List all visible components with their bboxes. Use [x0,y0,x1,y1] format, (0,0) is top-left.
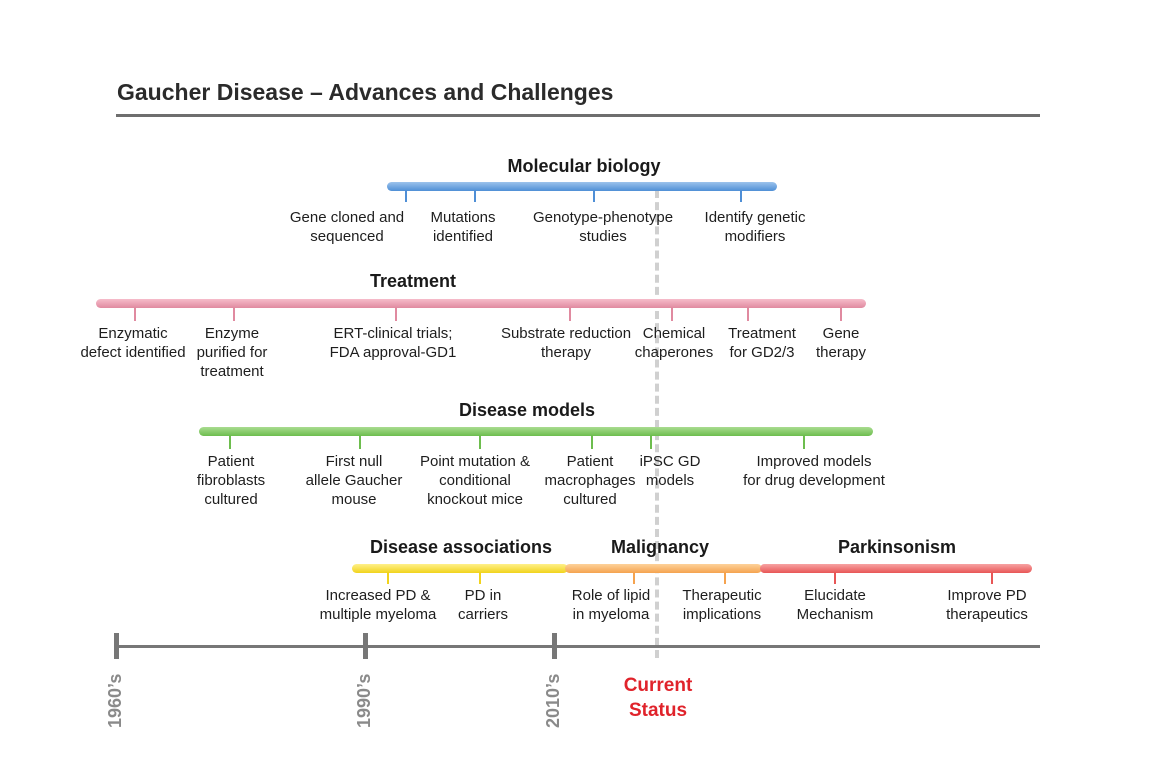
parkinsonism-item: Elucidate Mechanism [796,587,874,623]
malignancy-heading: Malignancy [610,537,710,557]
treatment-heading: Treatment [369,271,457,291]
models-tick [229,435,231,449]
molecular-item: Mutations identified [430,209,496,245]
treatment-tick [569,307,571,321]
treatment-item: Substrate reduction therapy [500,325,632,361]
treatment-bar [96,299,866,308]
molecular-item: Identify genetic modifiers [704,209,806,245]
models-item: Patient macrophages cultured [544,453,636,508]
parkinsonism-tick [834,572,836,584]
malignancy-bar [565,564,762,573]
axis-tick [363,633,368,659]
title-divider [116,114,1040,117]
models-item: iPSC GD models [639,453,701,489]
models-item: Patient fibroblasts cultured [196,453,266,508]
axis-tick [552,633,557,659]
treatment-tick [134,307,136,321]
treatment-tick [671,307,673,321]
treatment-tick [747,307,749,321]
current-status-line [655,190,659,658]
associations-tick [387,572,389,584]
decade-label: 2010’s [543,673,563,728]
disease-models-bar [199,427,873,436]
treatment-item: ERT-clinical trials; FDA approval-GD1 [329,325,457,361]
molecular-tick [740,190,742,202]
parkinsonism-tick [991,572,993,584]
malignancy-tick [724,572,726,584]
treatment-item: Enzyme purified for treatment [196,325,268,380]
treatment-tick [840,307,842,321]
current-status-label: Current Status [623,675,693,721]
associations-item: PD in carriers [457,587,509,623]
decade-label: 1960’s [105,673,125,728]
models-item: First null allele Gaucher mouse [305,453,403,508]
treatment-item: Treatment for GD2/3 [728,325,796,361]
models-tick [803,435,805,449]
models-tick [479,435,481,449]
malignancy-tick [633,572,635,584]
page-title: Gaucher Disease – Advances and Challenge… [117,79,614,105]
disease-models-heading: Disease models [458,400,596,420]
models-tick [650,435,652,449]
associations-tick [479,572,481,584]
treatment-item: Gene therapy [815,325,867,361]
models-tick [591,435,593,449]
malignancy-item: Role of lipid in myeloma [571,587,651,623]
treatment-tick [233,307,235,321]
treatment-tick [395,307,397,321]
associations-item: Increased PD & multiple myeloma [319,587,437,623]
models-item: Point mutation & conditional knockout mice [419,453,531,508]
molecular-biology-bar [387,182,777,191]
parkinsonism-bar [760,564,1032,573]
models-item: Improved models for drug development [743,453,885,489]
parkinsonism-heading: Parkinsonism [837,537,957,557]
molecular-item: Gene cloned and sequenced [289,209,405,245]
molecular-tick [474,190,476,202]
molecular-tick [405,190,407,202]
treatment-item: Chemical chaperones [634,325,714,361]
time-axis [116,645,1040,648]
decade-label: 1990’s [354,673,374,728]
molecular-biology-heading: Molecular biology [507,156,661,176]
molecular-tick [593,190,595,202]
parkinsonism-item: Improve PD therapeutics [946,587,1028,623]
models-tick [359,435,361,449]
disease-associations-bar [352,564,568,573]
axis-tick [114,633,119,659]
malignancy-item: Therapeutic implications [682,587,762,623]
treatment-item: Enzymatic defect identified [80,325,186,361]
disease-associations-heading: Disease associations [369,537,553,557]
molecular-item: Genotype-phenotype studies [532,209,674,245]
